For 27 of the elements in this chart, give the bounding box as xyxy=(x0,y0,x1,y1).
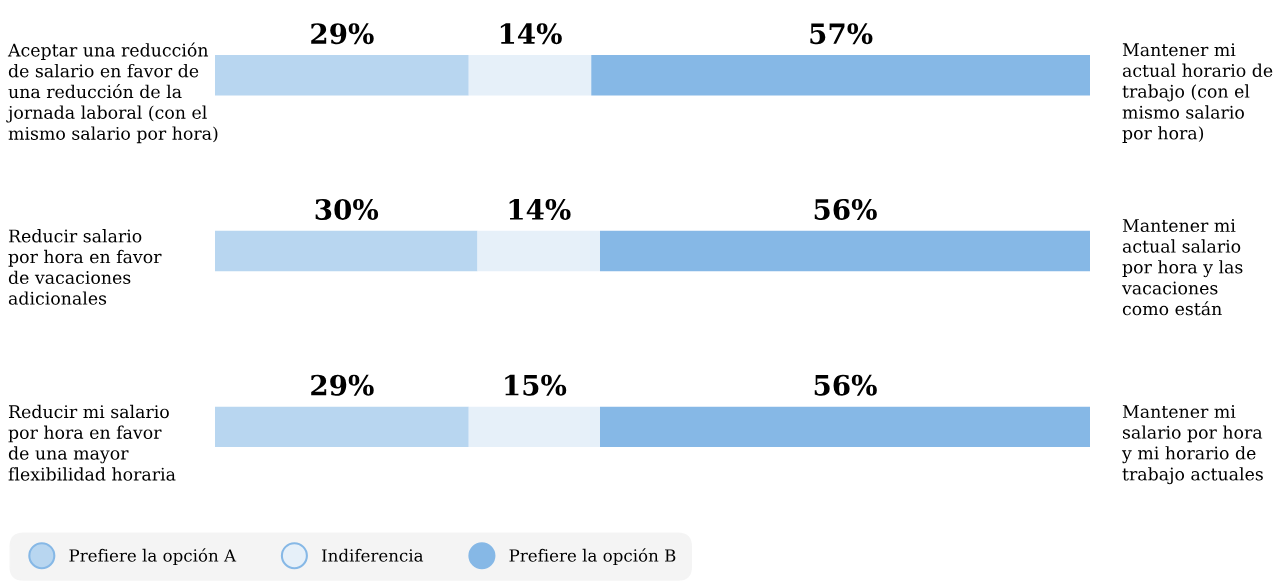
bar xyxy=(591,55,1090,96)
legend-label: Prefiere la opción A xyxy=(69,548,237,565)
y-tick-label: Reducir mi salario por hora en favor de una mayor flexibilidad horaria xyxy=(8,404,176,481)
bar xyxy=(215,230,478,272)
text: Mantener mi salario por hora y mi horario de trabajo actuales xyxy=(1121,405,1263,485)
data-label: 29% xyxy=(311,23,374,45)
y-tick-label: Reducir salario por hora en favor de vacaciones adicionales xyxy=(8,229,162,305)
data-label: 56% xyxy=(814,198,877,220)
bar xyxy=(600,230,1090,272)
legend-label: Indiferencia xyxy=(321,548,424,562)
bar xyxy=(468,55,592,96)
bar xyxy=(215,55,469,96)
data-label: 56% xyxy=(814,374,877,396)
legend-label: Prefiere la opción B xyxy=(509,548,676,565)
data-label: 14% xyxy=(509,198,571,220)
data-label: 29% xyxy=(311,374,374,396)
data-label: 14% xyxy=(500,23,562,45)
bar xyxy=(600,406,1090,448)
bar xyxy=(477,230,600,272)
text: Mantener mi actual salario por hora y las vacaciones como están xyxy=(1121,219,1243,316)
data-label: 30% xyxy=(315,198,379,220)
bar xyxy=(468,406,600,448)
y-tick-label: Aceptar una reducción de salario en favor de una reducción de la jornada laboral (con el mismo salario por hora) xyxy=(6,42,218,144)
text: Mantener mi actual horario de trabajo (con el mismo salario por hora) xyxy=(1122,43,1273,143)
data-label: 15% xyxy=(505,374,567,396)
data-label: 57% xyxy=(810,23,873,45)
bar xyxy=(215,406,469,448)
